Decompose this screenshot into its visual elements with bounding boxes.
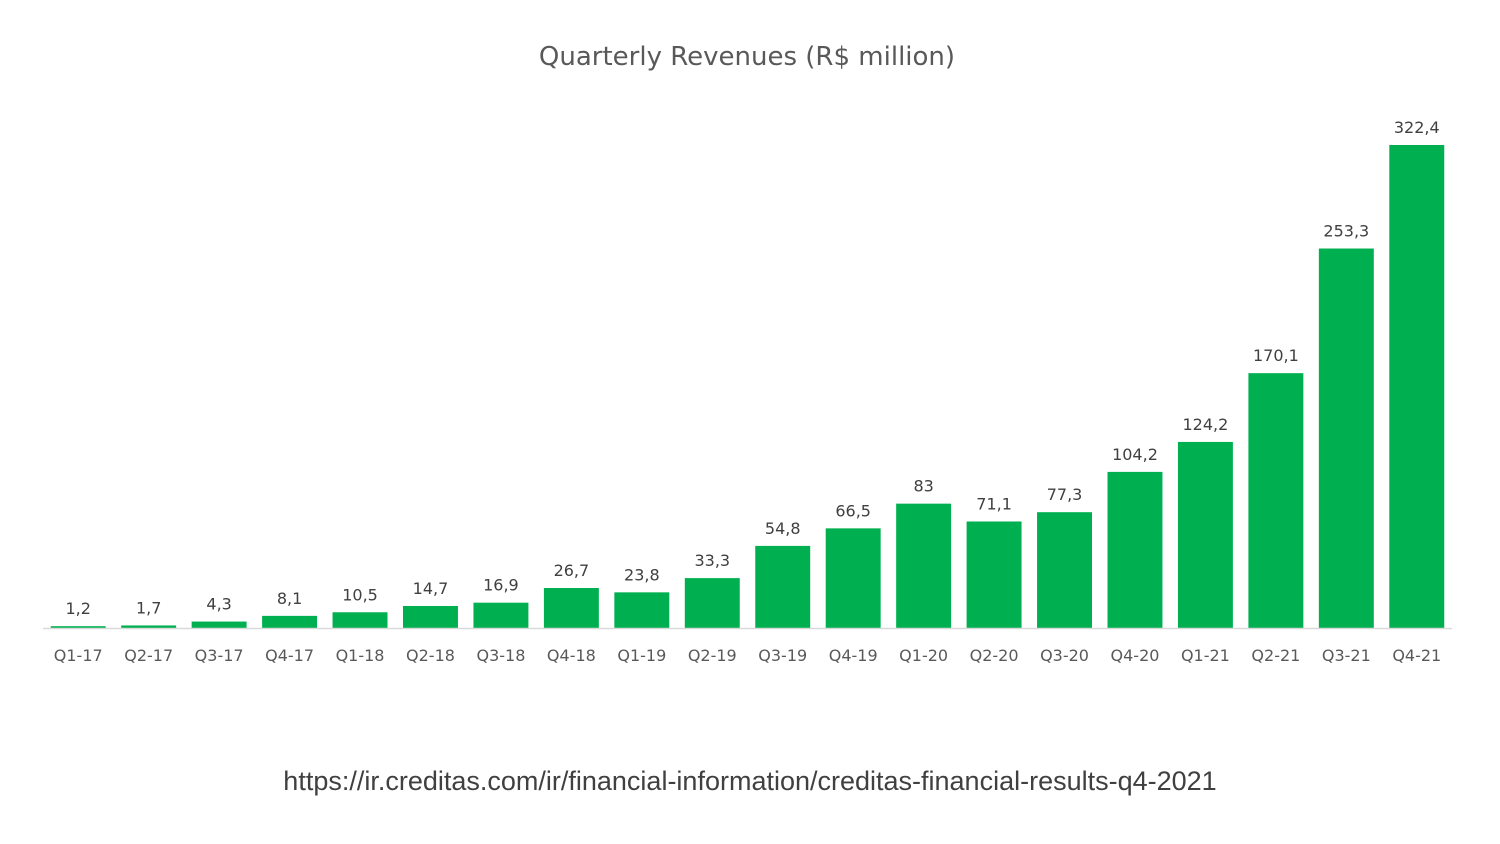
x-tick-q4-20: Q4-20: [1111, 646, 1160, 665]
bar-q3-19: [755, 545, 811, 628]
bar-q2-21: [1248, 373, 1304, 628]
x-tick-q1-17: Q1-17: [54, 646, 103, 665]
data-label-q2-21: 170,1: [1253, 346, 1299, 365]
data-label-q4-20: 104,2: [1112, 445, 1158, 464]
data-label-q3-17: 4,3: [206, 595, 231, 614]
data-label-q1-21: 124,2: [1183, 415, 1229, 434]
x-tick-q1-19: Q1-19: [617, 646, 666, 665]
x-tick-q4-17: Q4-17: [265, 646, 314, 665]
data-label-q2-18: 14,7: [413, 579, 449, 598]
bar-q2-17: [121, 625, 177, 628]
bar-q4-19: [825, 528, 881, 628]
bar-q1-19: [614, 592, 670, 628]
bar-q3-21: [1318, 248, 1374, 628]
data-label-q3-21: 253,3: [1323, 222, 1369, 241]
data-label-q4-19: 66,5: [835, 501, 871, 520]
x-tick-q4-18: Q4-18: [547, 646, 596, 665]
x-tick-q2-21: Q2-21: [1251, 646, 1300, 665]
data-label-q1-18: 10,5: [342, 585, 378, 604]
bar-q4-20: [1107, 471, 1163, 628]
x-tick-q2-20: Q2-20: [970, 646, 1019, 665]
data-label-q2-20: 71,1: [976, 494, 1012, 513]
data-label-q1-17: 1,2: [65, 599, 90, 618]
bar-q1-18: [332, 612, 388, 628]
data-label-q2-17: 1,7: [136, 598, 161, 617]
x-tick-q3-21: Q3-21: [1322, 646, 1371, 665]
bar-q3-17: [191, 621, 247, 628]
data-label-q3-18: 16,9: [483, 576, 519, 595]
x-tick-q3-18: Q3-18: [476, 646, 525, 665]
bar-q3-20: [1037, 512, 1092, 628]
x-tick-q2-17: Q2-17: [124, 646, 173, 665]
source-url: https://ir.creditas.com/ir/financial-inf…: [283, 766, 1217, 796]
x-tick-q1-20: Q1-20: [899, 646, 948, 665]
bars-group: [50, 145, 1445, 628]
chart-title: Quarterly Revenues (R$ million): [539, 42, 955, 72]
bar-q2-18: [403, 605, 458, 628]
bar-q4-17: [262, 615, 318, 628]
bar-q1-17: [50, 626, 106, 628]
bar-q4-21: [1389, 145, 1445, 628]
bar-q3-18: [473, 602, 529, 628]
bar-q2-19: [684, 578, 740, 628]
x-tick-q2-19: Q2-19: [688, 646, 737, 665]
x-tick-q3-17: Q3-17: [195, 646, 244, 665]
data-label-q3-19: 54,8: [765, 519, 801, 538]
bar-q1-20: [896, 503, 952, 628]
bar-q4-18: [543, 588, 599, 628]
bar-q1-21: [1177, 441, 1233, 628]
data-label-q4-21: 322,4: [1394, 118, 1440, 137]
data-label-q2-19: 33,3: [694, 551, 730, 570]
data-label-q3-20: 77,3: [1047, 485, 1083, 504]
x-tick-q1-21: Q1-21: [1181, 646, 1230, 665]
data-label-q4-17: 8,1: [277, 589, 302, 608]
x-tick-labels-group: Q1-17 Q2-17 Q3-17 Q4-17 Q1-18 Q2-18 Q3-18 Q4-18…: [54, 646, 1441, 665]
x-tick-q4-21: Q4-21: [1392, 646, 1441, 665]
revenue-bar-chart: Quarterly Revenues (R$ million) 1,2 1,7 4,…: [43, 42, 1452, 665]
x-tick-q3-19: Q3-19: [758, 646, 807, 665]
data-label-q4-18: 26,7: [554, 561, 590, 580]
x-tick-q4-19: Q4-19: [829, 646, 878, 665]
x-tick-q3-20: Q3-20: [1040, 646, 1089, 665]
x-tick-q2-18: Q2-18: [406, 646, 455, 665]
x-tick-q1-18: Q1-18: [336, 646, 385, 665]
data-label-q1-20: 83: [913, 477, 933, 496]
data-labels-group: 1,2 1,7 4,3 8,1 10,5 14,7 16,9 26,7 23,8 33,3 54,8…: [65, 118, 1439, 618]
data-label-q1-19: 23,8: [624, 565, 660, 584]
bar-q2-20: [966, 521, 1022, 628]
